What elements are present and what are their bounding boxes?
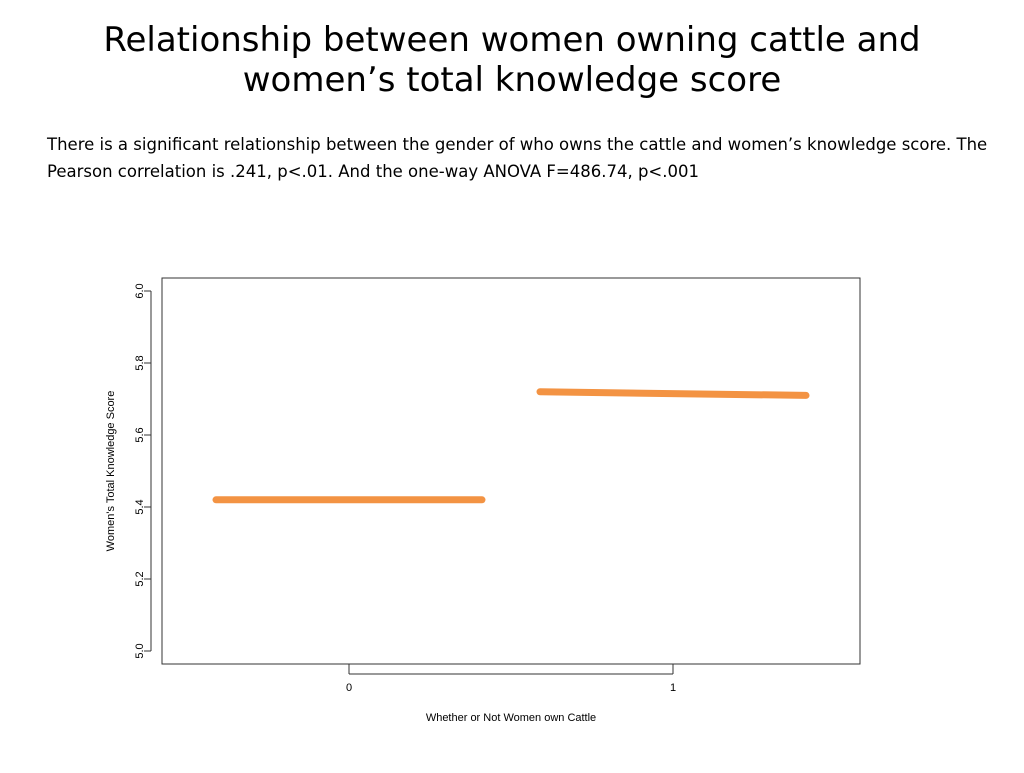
y-tick-label: 5.8: [134, 355, 146, 370]
x-tick-label: 0: [346, 682, 352, 694]
slide-title-line-1: Relationship between women owning cattle…: [103, 20, 921, 60]
y-tick-label: 5.2: [134, 571, 146, 586]
slide-title: Relationship between women owning cattle…: [40, 20, 984, 100]
slide-body-text: There is a significant relationship betw…: [47, 135, 988, 181]
data-segments: [212, 388, 810, 504]
y-tick-label: 5.4: [134, 499, 146, 514]
y-axis: 5.0 5.2 5.4 5.6 5.8 6.0: [134, 283, 152, 659]
x-axis-label: Whether or Not Women own Cattle: [426, 712, 596, 724]
y-tick-label: 6.0: [134, 283, 146, 298]
y-tick-label: 5.0: [134, 643, 146, 658]
y-tick-label: 5.6: [134, 427, 146, 442]
slide-title-line-2: women’s total knowledge score: [242, 60, 782, 100]
mean-segment-1: [536, 388, 810, 399]
x-tick-label: 1: [670, 682, 676, 694]
plot-frame: [161, 277, 861, 665]
y-axis-label: Women's Total Knowledge Score: [105, 391, 117, 552]
